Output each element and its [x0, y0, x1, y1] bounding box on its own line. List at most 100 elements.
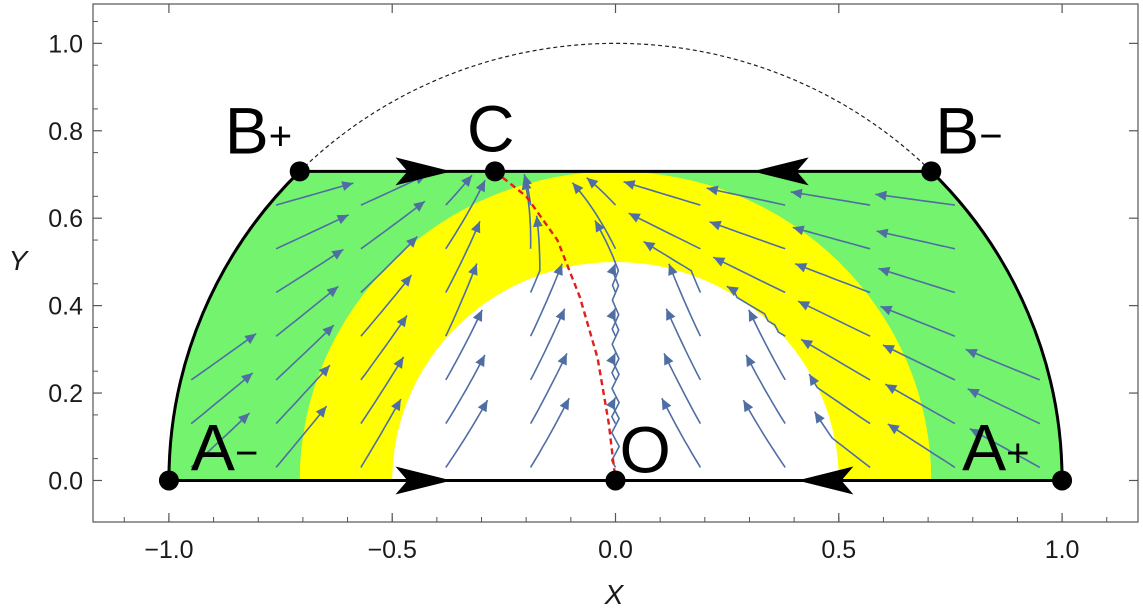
stream-arrowhead	[595, 220, 605, 233]
stream-arrowhead	[391, 399, 401, 412]
stream-arrowhead	[885, 384, 898, 394]
stream-line	[965, 348, 1041, 381]
white-region	[392, 261, 839, 481]
point-label-A+: A+	[962, 410, 1029, 484]
critical-points: A− A+ B+ B− C O	[158, 91, 1073, 491]
stream-arrowhead	[661, 398, 672, 411]
stream-line	[529, 308, 566, 381]
stream-arrowhead	[533, 215, 543, 228]
stream-arrowhead	[743, 400, 754, 413]
stream-line	[190, 372, 254, 425]
stream-line	[529, 263, 563, 337]
reference-circle	[299, 42, 932, 172]
stream-arrowhead	[241, 372, 253, 384]
stream-arrowhead	[315, 406, 327, 418]
point-label-A-: A−	[191, 410, 258, 484]
boundary-arrow-left	[752, 157, 809, 186]
stream-line	[794, 263, 871, 294]
stream-line	[742, 399, 786, 468]
stream-line	[275, 182, 354, 206]
boundary-arrow-right	[395, 157, 452, 186]
boundary-arrow-left	[797, 466, 854, 495]
stream-line	[611, 307, 620, 381]
x-tick-label: 0.5	[821, 536, 856, 564]
stream-line	[275, 248, 344, 294]
stream-line	[445, 354, 486, 425]
stream-arrowhead	[709, 220, 722, 231]
stream-arrowhead	[814, 411, 825, 424]
stream-arrowhead	[606, 263, 617, 276]
stream-arrowhead	[238, 413, 250, 425]
x-tick-label: −0.5	[368, 536, 417, 564]
y-tick-label: 0.4	[48, 293, 83, 321]
stream-arrowhead	[468, 263, 478, 276]
stream-line	[709, 221, 786, 250]
stream-arrowhead	[471, 221, 481, 234]
stream-arrowhead	[318, 365, 330, 377]
separatrix-curve	[494, 170, 617, 481]
critical-point-B+	[289, 161, 310, 182]
stream-arrowhead	[586, 177, 599, 189]
stream-line	[876, 230, 956, 250]
stream-line	[445, 179, 486, 250]
x-axis-title: X	[604, 579, 625, 610]
y-tick-label: 0.8	[48, 118, 83, 146]
stream-line	[643, 240, 702, 293]
stream-line	[445, 263, 478, 337]
stream-arrowhead	[666, 308, 676, 321]
stream-arrowhead	[967, 388, 980, 399]
critical-point-B-	[921, 161, 942, 182]
y-axis-title: Y	[9, 245, 30, 276]
stream-arrowhead	[472, 309, 483, 322]
stream-arrowhead	[326, 286, 339, 298]
stream-arrowhead	[606, 353, 616, 365]
stream-arrowhead	[792, 225, 805, 236]
stream-line	[529, 353, 568, 424]
stream-arrowhead	[572, 182, 584, 195]
stream-line	[190, 412, 251, 468]
stream-line	[875, 193, 956, 206]
stream-arrowhead	[801, 339, 814, 350]
stream-arrowhead	[706, 185, 719, 196]
stream-line	[610, 352, 620, 424]
stream-line	[748, 309, 786, 381]
stream-arrowhead	[244, 333, 257, 345]
stream-line	[790, 191, 871, 206]
stream-arrowhead	[790, 188, 803, 199]
stream-line	[190, 332, 257, 381]
stream-line	[792, 226, 871, 250]
stream-line	[360, 235, 418, 294]
x-tick-label: 1.0	[1045, 536, 1080, 564]
stream-arrowhead	[969, 428, 982, 439]
y-axis-ticks: 0.0 0.2 0.4 0.6 0.8 1.0	[48, 20, 1138, 495]
stream-arrowhead	[664, 353, 674, 366]
stream-arrowhead	[809, 374, 820, 387]
stream-arrowhead	[331, 249, 344, 260]
y-tick-label: 0.2	[48, 380, 83, 408]
dashed-unit-circle	[299, 42, 932, 172]
stream-line	[969, 427, 1041, 469]
stream-line	[726, 285, 786, 337]
stream-arrowhead	[746, 354, 756, 367]
stream-line	[529, 215, 541, 293]
stream-arrowhead	[795, 263, 808, 273]
stream-line	[275, 214, 349, 250]
stream-line	[360, 274, 413, 337]
stream-arrowhead	[400, 275, 412, 287]
point-label-O: O	[620, 412, 671, 486]
stream-arrowhead	[413, 201, 425, 212]
stream-line	[663, 353, 702, 424]
stream-arrowhead	[559, 398, 570, 411]
critical-point-C	[484, 161, 505, 182]
stream-arrowhead	[341, 181, 354, 191]
stream-arrowhead	[878, 267, 891, 277]
stream-line	[275, 324, 335, 381]
stream-arrowhead	[475, 180, 486, 193]
boundary-arrows	[395, 157, 854, 495]
point-label-B+: B+	[225, 93, 292, 167]
stream-arrowhead	[668, 263, 678, 276]
stream-line	[706, 187, 786, 206]
x-tick-label: −1.0	[144, 536, 193, 564]
stream-arrowhead	[557, 353, 567, 366]
stream-arrowhead	[726, 286, 739, 297]
